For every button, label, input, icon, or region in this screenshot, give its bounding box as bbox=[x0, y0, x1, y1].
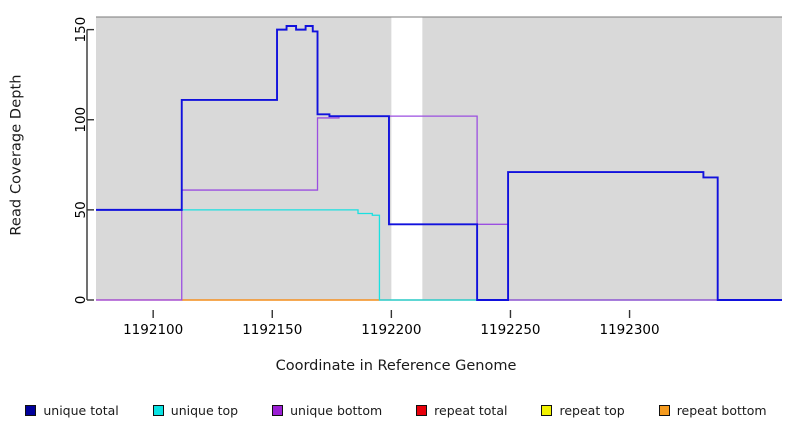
legend-item-unique-top[interactable]: unique top bbox=[152, 402, 239, 418]
x-tick-label: 1192250 bbox=[480, 322, 540, 338]
legend-swatch-icon bbox=[658, 404, 670, 416]
y-tick-label: 50 bbox=[73, 201, 89, 218]
x-axis-label: Coordinate in Reference Genome bbox=[0, 358, 792, 374]
legend-item-repeat-top[interactable]: repeat top bbox=[541, 402, 625, 418]
x-tick-label: 1192100 bbox=[123, 322, 183, 338]
series-line-unique-total bbox=[96, 25, 782, 301]
legend-swatch-icon bbox=[541, 404, 553, 416]
y-tick-label: 100 bbox=[73, 107, 89, 133]
y-tick-label: 150 bbox=[73, 17, 89, 43]
x-tick-label: 1192150 bbox=[242, 322, 302, 338]
legend-swatch-icon bbox=[152, 404, 164, 416]
legend-label: repeat total bbox=[434, 402, 508, 418]
legend-item-repeat-bottom[interactable]: repeat bottom bbox=[658, 402, 767, 418]
axis-lines bbox=[86, 29, 88, 300]
legend-swatch-icon bbox=[25, 404, 37, 416]
series-lines bbox=[96, 25, 782, 301]
shaded-bands bbox=[96, 16, 782, 300]
legend-label: unique bottom bbox=[290, 402, 383, 418]
legend-label: repeat bottom bbox=[676, 402, 767, 418]
x-tick-label: 1192300 bbox=[599, 322, 659, 338]
series-line-unique-top bbox=[96, 209, 782, 301]
legend-item-repeat-total[interactable]: repeat total bbox=[416, 403, 507, 418]
coverage-band-right bbox=[422, 17, 782, 300]
legend-swatch-icon bbox=[272, 404, 284, 416]
coverage-band-left bbox=[96, 17, 392, 300]
coverage-plot-svg: 0 50 100 150 1192100 1192150 1192200 1192250 119… bbox=[73, 16, 782, 338]
chart-legend: unique total unique top unique bottom repea… bbox=[0, 396, 792, 424]
legend-item-unique-bottom[interactable]: unique bottom bbox=[272, 403, 382, 418]
legend-item-unique-total[interactable]: unique total bbox=[25, 402, 119, 418]
legend-label: unique top bbox=[170, 402, 239, 418]
legend-swatch-icon bbox=[416, 404, 428, 416]
y-tick-label: 0 bbox=[73, 296, 89, 305]
x-axis-label-text: Coordinate in Reference Genome bbox=[275, 358, 517, 374]
legend-label: repeat top bbox=[559, 402, 625, 418]
legend-label: unique total bbox=[43, 402, 119, 418]
x-tick-label: 1192200 bbox=[361, 322, 421, 338]
plot-area: 0 50 100 150 1192100 1192150 1192200 1192250 119… bbox=[73, 16, 782, 338]
axis-ticks: 0 50 100 150 1192100 1192150 1192200 1192250 119… bbox=[73, 17, 660, 338]
